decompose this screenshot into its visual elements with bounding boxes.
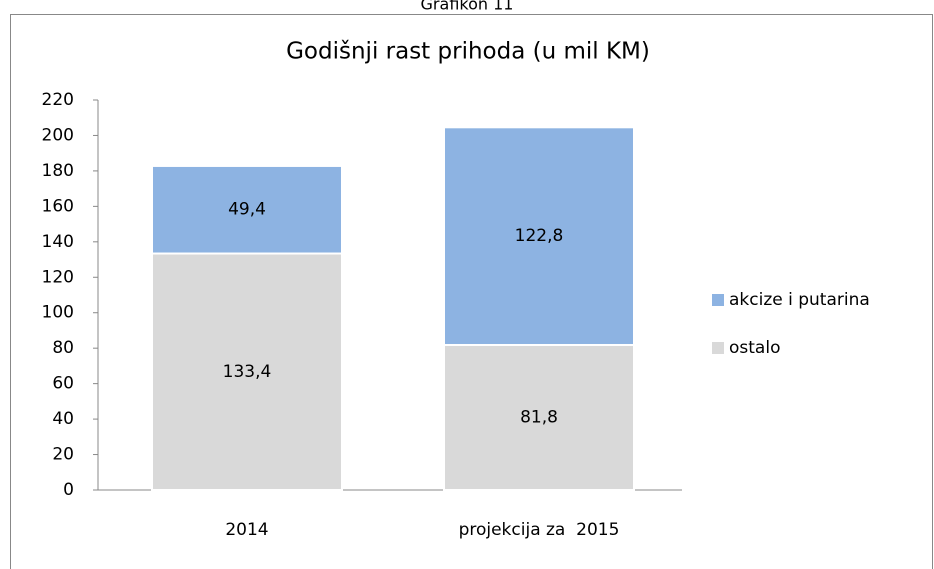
y-tick-label: 200 [42,125,74,145]
x-tick-label: projekcija za 2015 [459,520,620,540]
bar-segment [151,164,343,255]
y-tick-label: 220 [42,90,74,110]
y-tick-label: 180 [42,161,74,181]
y-tick-label: 80 [52,338,74,358]
value-label: 81,8 [520,407,558,427]
y-tick-label: 20 [52,445,74,465]
caption: Grafikon 11 [421,0,514,14]
y-tick-label: 100 [42,303,74,323]
value-label: 122,8 [515,226,564,246]
legend-swatch [712,342,724,354]
bar-segment [443,126,635,346]
legend-swatch [712,294,724,306]
legend-label: ostalo [729,338,780,358]
y-tick-label: 160 [42,196,74,216]
chart-title: Godišnji rast prihoda (u mil KM) [286,39,650,65]
legend-label: akcize i putarina [729,290,870,310]
value-label: 133,4 [223,362,272,382]
value-label: 49,4 [228,200,266,220]
y-tick-label: 140 [42,232,74,252]
y-tick-label: 60 [52,374,74,394]
x-tick-label: 2014 [225,520,268,540]
y-tick-label: 120 [42,267,74,287]
y-tick-label: 0 [63,480,74,500]
y-tick-label: 40 [52,409,74,429]
